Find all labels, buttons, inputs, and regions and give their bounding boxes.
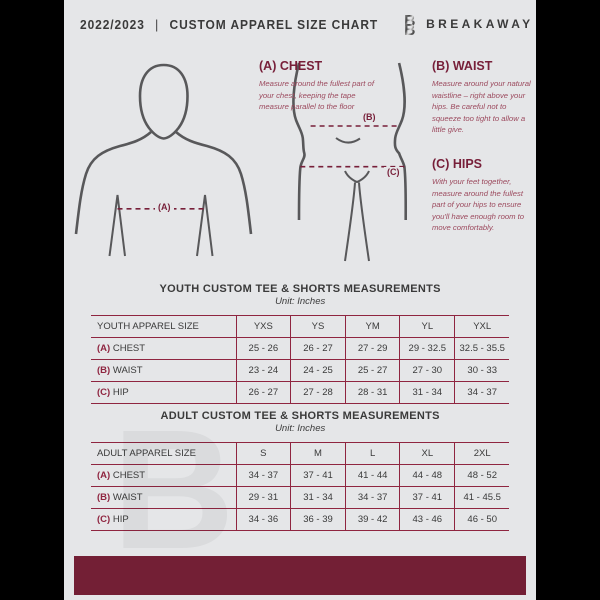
svg-text:B: B bbox=[404, 22, 415, 36]
